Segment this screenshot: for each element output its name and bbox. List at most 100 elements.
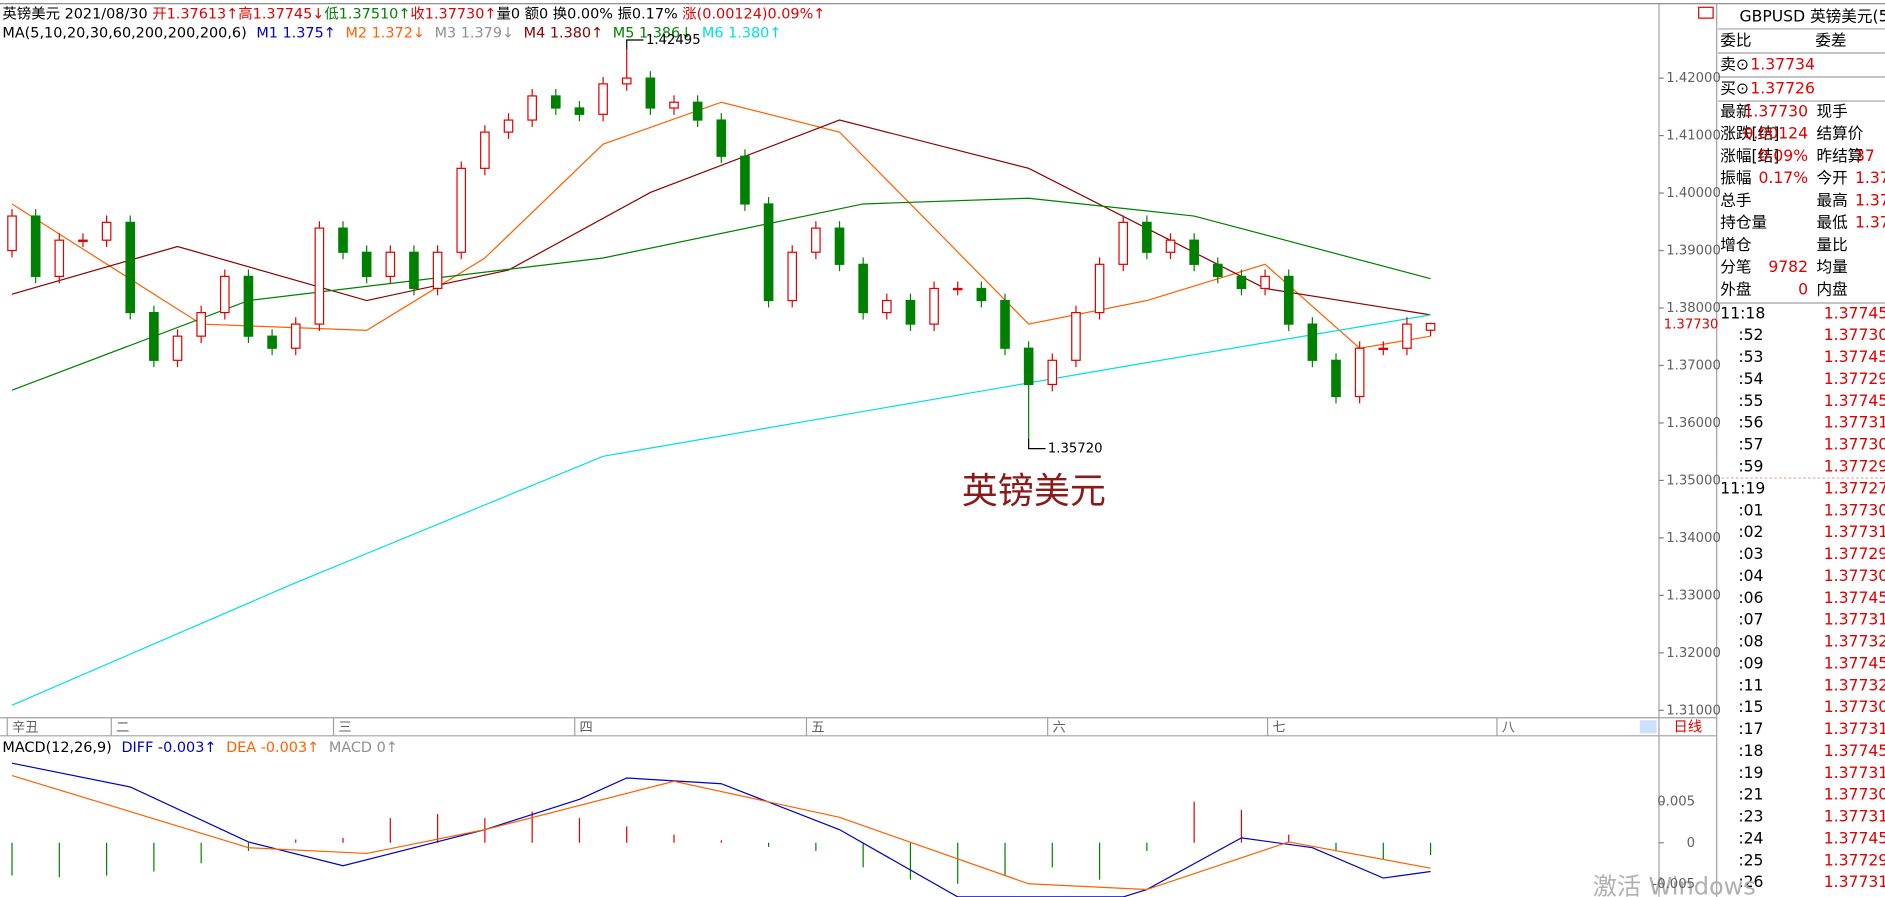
candle-body — [550, 95, 561, 109]
day-label: 五 — [811, 720, 824, 735]
candle-body — [1023, 347, 1034, 386]
info-value: 37 — [1855, 147, 1875, 165]
info-value: 0.09% — [1758, 147, 1808, 165]
tick-time: :18 — [1738, 742, 1763, 760]
candle-body — [385, 251, 396, 277]
y-tick-label: 1.35000 — [1666, 473, 1721, 488]
candle-body — [1260, 275, 1270, 290]
candle-body — [1165, 239, 1176, 253]
window-icon[interactable] — [1698, 6, 1714, 19]
candle-body — [1354, 347, 1365, 398]
tick-price: 1.37731 — [1824, 873, 1885, 891]
tick-price: 1.37745 — [1824, 348, 1885, 366]
period-label[interactable]: 日线 — [1673, 718, 1702, 735]
tick-time: :17 — [1738, 720, 1763, 738]
candle-body — [621, 77, 632, 85]
scroll-button[interactable] — [1639, 720, 1657, 734]
candle-body — [456, 167, 467, 253]
y-tick-label: 1.32000 — [1666, 646, 1721, 661]
y-tick-label: 1.31000 — [1666, 703, 1721, 718]
info-label: 持仓量 — [1720, 214, 1767, 232]
candle-body — [267, 335, 277, 349]
macd-legend-item: DEA -0.003↑ — [226, 740, 319, 756]
candle-body — [976, 287, 987, 302]
chart-watermark: 英镑美元 — [962, 470, 1106, 512]
info-label: 最高 — [1816, 191, 1847, 209]
panel-title: GBPUSD 英镑美元(5 — [1740, 7, 1885, 25]
tick-time: :04 — [1738, 567, 1763, 585]
tick-price: 1.37731 — [1824, 808, 1885, 826]
candle-body — [1000, 299, 1010, 349]
tick-time: :06 — [1738, 589, 1763, 607]
candle-body — [78, 239, 88, 242]
y-tick-label: 1.39000 — [1666, 244, 1721, 259]
candle-body — [196, 311, 206, 337]
tick-time: :25 — [1738, 851, 1763, 869]
tick-price: 1.37729 — [1824, 545, 1885, 563]
header-item: 涨(0.00124)0.09%↑ — [682, 6, 825, 23]
candle-body — [952, 287, 963, 291]
info-value: 9782 — [1768, 258, 1808, 276]
tick-price: 1.37731 — [1824, 720, 1885, 738]
macd-legend-item: MACD 0↑ — [329, 740, 398, 756]
tick-price: 1.37730 — [1824, 501, 1885, 519]
info-label: 内盘 — [1816, 279, 1847, 298]
candle-body — [574, 107, 585, 115]
macd-y-tick-label: -0.005 — [1652, 877, 1695, 892]
info-label: 量比 — [1816, 236, 1847, 254]
candle-body — [1071, 311, 1081, 361]
high-annotation: 1.42495 — [646, 33, 701, 48]
candle-body — [1118, 221, 1129, 265]
low-pointer — [1028, 439, 1046, 450]
day-label: 七 — [1272, 719, 1285, 735]
chart-header: 英镑美元 2021/08/30 开1.37613↑高1.37745↓低1.375… — [2, 5, 825, 23]
macd-legend-item: DIFF -0.003↑ — [121, 740, 216, 756]
tick-price: 1.37730 — [1824, 567, 1885, 585]
tick-time: :57 — [1738, 436, 1763, 454]
candle-body — [361, 251, 372, 277]
tick-time: :21 — [1738, 786, 1763, 804]
candle-body — [1307, 323, 1318, 361]
info-label: 结算价 — [1816, 124, 1863, 143]
candle-body — [338, 227, 348, 253]
candle-body — [149, 311, 159, 361]
tick-time: :01 — [1738, 501, 1763, 519]
y-tick-label: 1.33000 — [1666, 588, 1721, 603]
sell-price: 1.37734 — [1750, 56, 1815, 74]
tick-time: :54 — [1738, 370, 1763, 388]
y-tick-label: 1.42000 — [1666, 71, 1721, 86]
day-label: 辛丑 — [12, 719, 38, 735]
candle-body — [740, 155, 750, 205]
candle-body — [219, 275, 230, 314]
candle-body — [432, 251, 443, 290]
ma-legend-item: M4 1.380↑ — [524, 26, 604, 42]
bid-diff-label: 委差 — [1815, 31, 1846, 49]
tick-price: 1.37731 — [1824, 523, 1885, 541]
tick-price: 1.37745 — [1824, 742, 1885, 760]
info-label: 昨结算 — [1816, 146, 1863, 165]
day-label: 四 — [580, 720, 593, 735]
header-item: 英镑美元 2021/08/30 — [2, 5, 152, 23]
candle-body — [480, 131, 490, 169]
ma-line — [11, 314, 1431, 706]
day-label: 二 — [116, 720, 129, 735]
tick-price: 1.37730 — [1824, 436, 1885, 454]
candle-body — [1047, 359, 1058, 386]
candle-body — [716, 119, 727, 157]
macd-y-tick-label: 0 — [1687, 836, 1695, 851]
y-tick-label: 1.41000 — [1666, 129, 1721, 144]
info-label: 涨跌[结] — [1720, 125, 1779, 143]
tick-time: :03 — [1738, 545, 1763, 563]
y-tick-label: 1.40000 — [1666, 186, 1721, 201]
info-label: 最低 — [1816, 214, 1848, 232]
candle-body — [7, 215, 17, 252]
candle-body — [858, 263, 868, 314]
tick-time: :02 — [1738, 523, 1763, 541]
candle-body — [314, 227, 325, 325]
y-tick-label: 1.34000 — [1666, 531, 1721, 546]
dea-line — [11, 774, 1431, 891]
candle-body — [929, 287, 939, 325]
tick-price: 1.37730 — [1824, 326, 1885, 344]
